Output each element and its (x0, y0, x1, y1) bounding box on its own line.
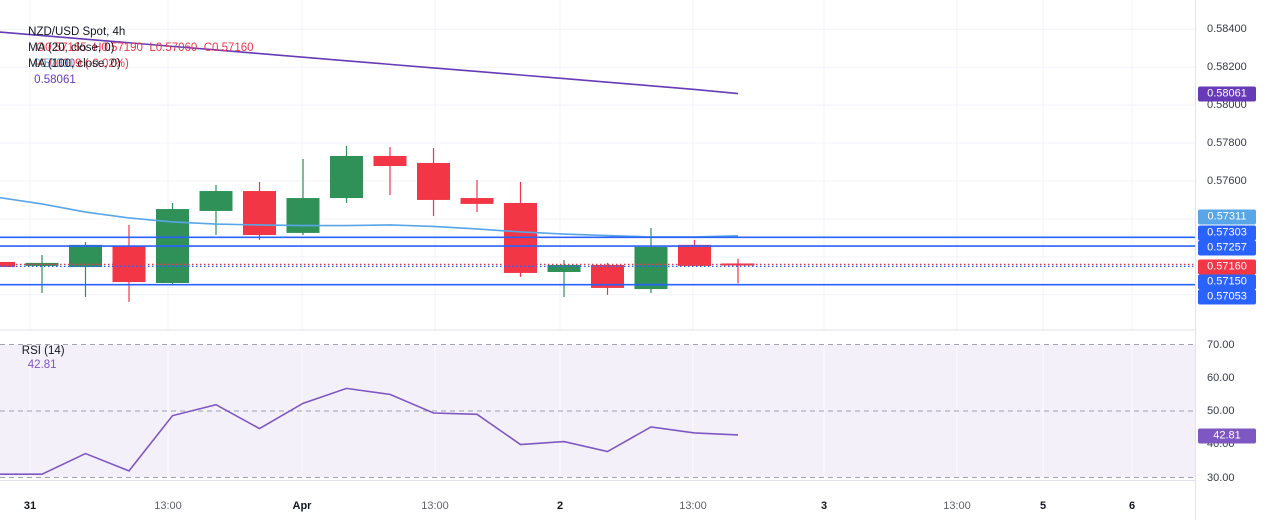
candle-body[interactable] (634, 246, 668, 290)
candle-body[interactable] (417, 162, 450, 200)
time-axis[interactable]: 31 13:00 Apr 13:00 2 13:00 3 13:00 5 6 (0, 480, 1195, 520)
rsi-axis-label: 70.00 (1207, 338, 1235, 351)
time-axis-label: 2 (556, 500, 564, 512)
price-axis-badge: 0.57150 (1198, 274, 1256, 290)
ma20-row: MA (20, close, 0) 0.57311 (9, 24, 254, 70)
candle-body[interactable] (721, 263, 755, 266)
rsi-axis-label: 30.00 (1207, 471, 1235, 484)
change-value: -0.00009 (-0.02%) (36, 58, 129, 70)
price-axis-badge: 0.57160 (1198, 259, 1256, 274)
time-axis-label: Apr (292, 500, 312, 512)
time-axis-label: 6 (1128, 500, 1136, 512)
symbol-row: NZD/USD Spot, 4h O0.57165 H0.57190 L0.57… (9, 8, 253, 70)
ma100-row: MA (100, close, 0) 0.58061 (9, 40, 254, 86)
price-axis-badge: 0.58061 (1198, 86, 1256, 102)
time-axis-label: 13:00 (943, 500, 971, 512)
candle-body[interactable] (373, 155, 407, 167)
price-axis-label: 0.57600 (1207, 174, 1247, 187)
candle-body[interactable] (243, 191, 276, 236)
chart-canvas[interactable] (0, 0, 1195, 520)
candle-body[interactable] (547, 264, 581, 272)
candle-body[interactable] (69, 244, 102, 268)
price-axis-badge: 0.57303 (1198, 225, 1256, 240)
price-axis[interactable]: 0.58400 0.58200 0.58000 0.57800 0.57600 70.00… (1195, 0, 1280, 520)
ma20-label: MA (20, close, 0) (28, 42, 115, 54)
rsi-axis-label: 50.00 (1207, 405, 1235, 417)
price-axis-label: 0.58000 (1207, 99, 1247, 112)
candle-body[interactable] (199, 191, 233, 211)
ohlc-values: O0.57165 H0.57190 L0.57060 C0.57160 (36, 42, 254, 54)
time-axis-label: 13:00 (421, 500, 449, 512)
time-axis-label: 3 (820, 500, 828, 512)
ma20-value: 0.57311 (34, 58, 75, 70)
time-axis-label: 13:00 (679, 500, 707, 512)
price-axis-label: 0.58400 (1207, 23, 1247, 36)
ma20-line (0, 196, 739, 238)
rsi-line (0, 387, 739, 475)
rsi-legend[interactable]: RSI (14) 42.81 (9, 330, 65, 386)
time-axis-label: 5 (1039, 500, 1047, 512)
symbol-title: NZD/USD Spot, 4h (28, 26, 126, 38)
ma100-line (0, 31, 739, 95)
price-axis-label: 0.57800 (1207, 137, 1247, 150)
legend[interactable]: NZD/USD Spot, 4h O0.57165 H0.57190 L0.57… (9, 8, 254, 86)
rsi-label: RSI (14) (21, 345, 65, 357)
candle-body[interactable] (25, 262, 59, 266)
ma100-label: MA (100, close, 0) (28, 58, 121, 70)
rsi-axis-badge: 42.81 (1198, 428, 1256, 443)
candle-body[interactable] (330, 155, 363, 199)
candle-body[interactable] (0, 261, 15, 268)
price-axis-badge: 0.57311 (1198, 209, 1256, 225)
price-axis-label: 0.58200 (1207, 61, 1247, 74)
rsi-axis-label: 60.00 (1207, 371, 1235, 384)
time-axis-label: 13:00 (154, 500, 182, 512)
candle-body[interactable] (591, 264, 624, 288)
price-axis-badge: 0.57053 (1198, 289, 1256, 305)
ma100-value: 0.58061 (34, 74, 76, 86)
candle-body[interactable] (460, 198, 494, 204)
candle-body[interactable] (678, 244, 711, 266)
rsi-value: 42.81 (27, 359, 57, 371)
time-axis-label: 31 (23, 500, 37, 512)
candle-body[interactable] (286, 198, 320, 233)
price-axis-badge: 0.57257 (1198, 240, 1256, 256)
